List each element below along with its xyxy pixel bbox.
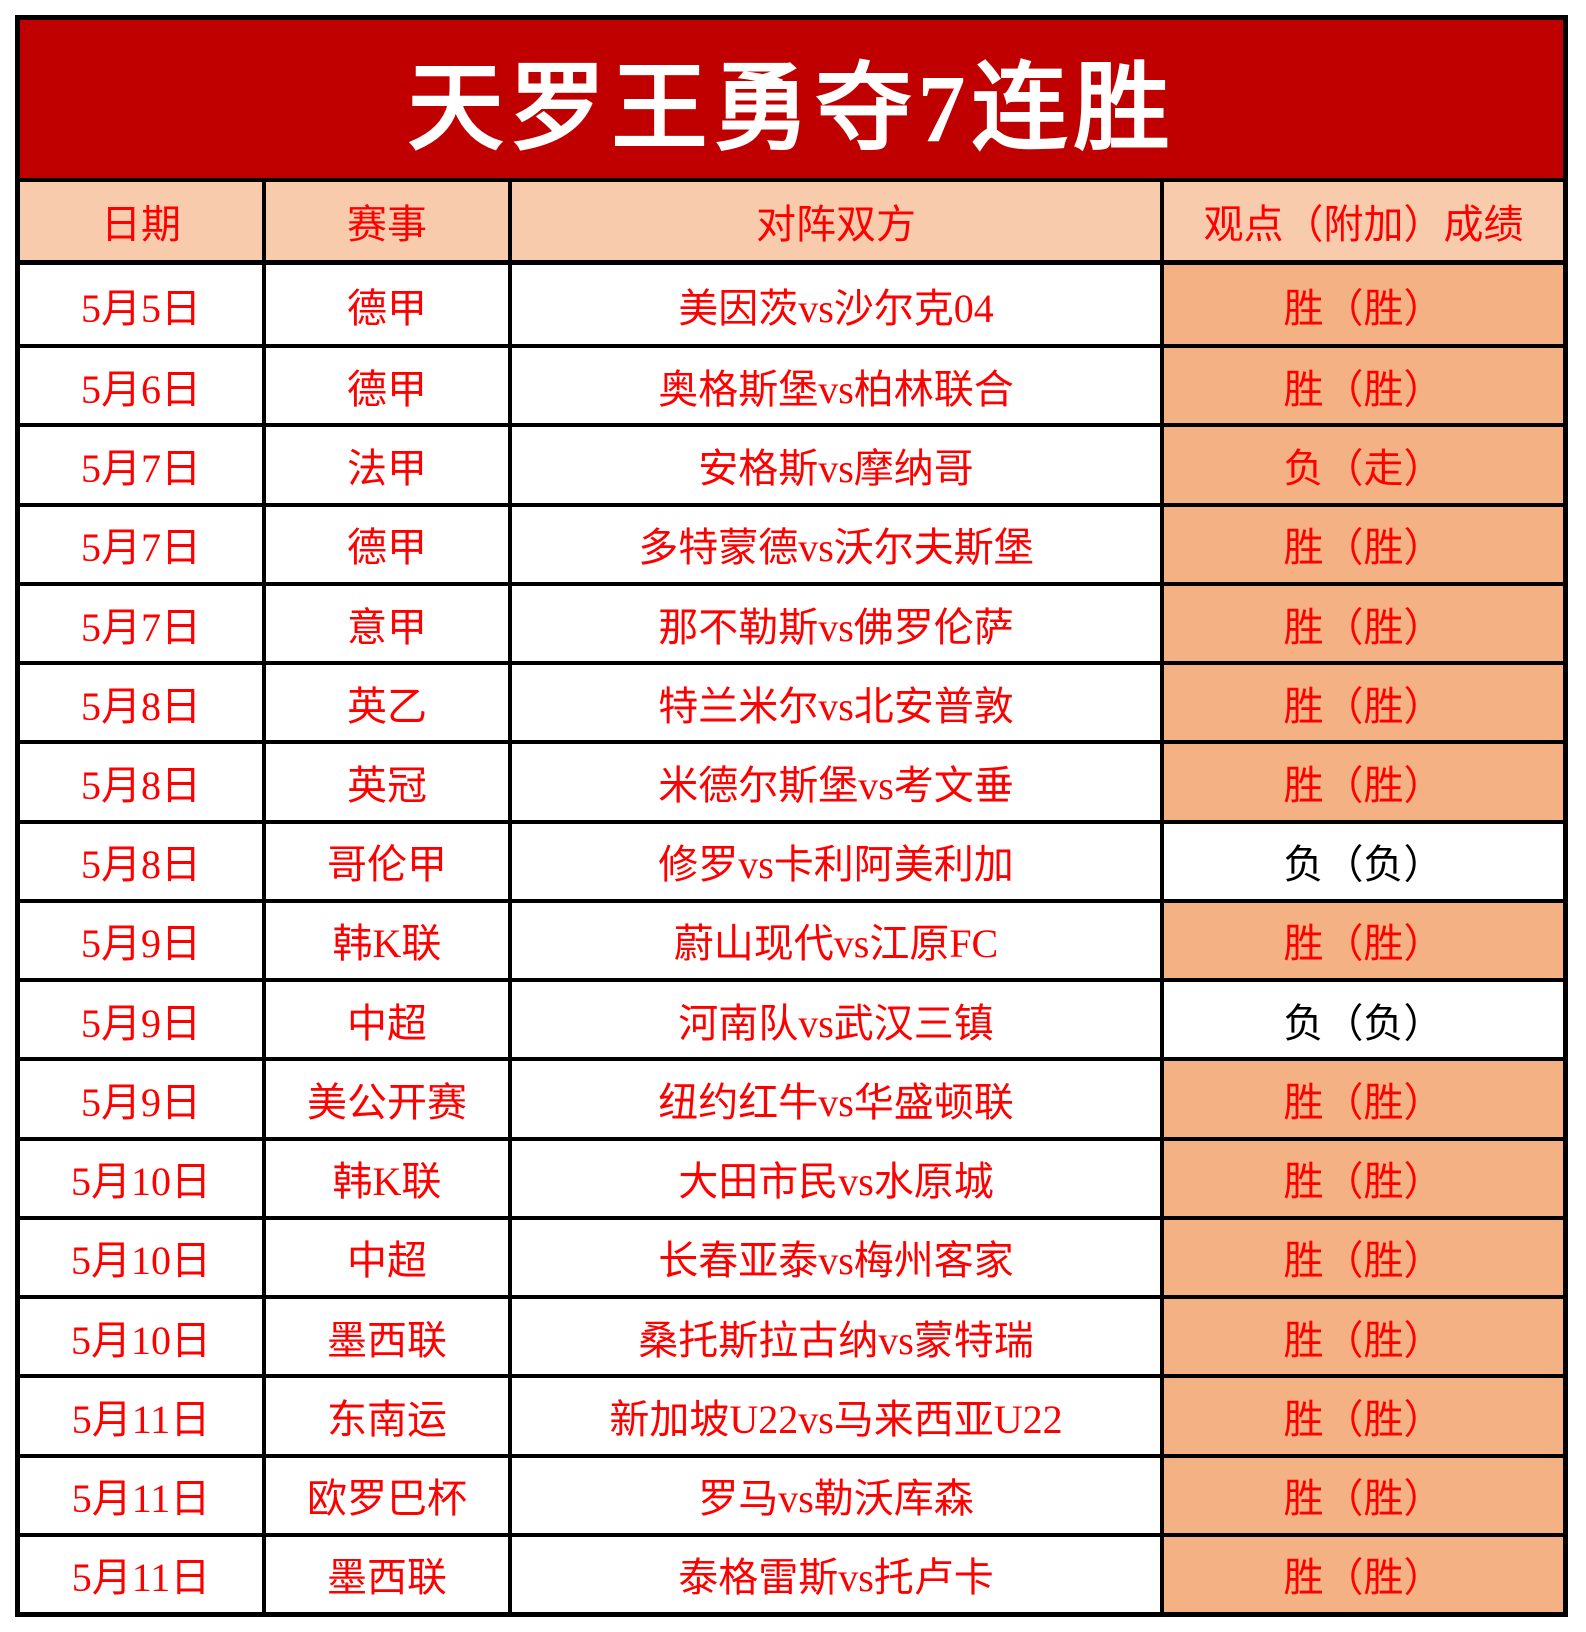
table-row: 5月6日 德甲 奥格斯堡vs柏林联合 胜（胜） <box>20 344 1563 424</box>
date-cell: 5月11日 <box>20 1457 262 1533</box>
table-row: 5月8日 哥伦甲 修罗vs卡利阿美利加 负（负） <box>20 819 1563 899</box>
date-cell: 5月7日 <box>20 506 262 582</box>
league-cell: 东南运 <box>262 1378 508 1454</box>
matchup-cell: 米德尔斯堡vs考文垂 <box>508 744 1160 820</box>
page-title: 天罗王勇夺7连胜 <box>20 20 1563 178</box>
table-row: 5月10日 墨西联 桑托斯拉古纳vs蒙特瑞 胜（胜） <box>20 1295 1563 1375</box>
date-cell: 5月11日 <box>20 1378 262 1454</box>
column-header-result: 观点（附加）成绩 <box>1160 182 1563 260</box>
league-cell: 美公开赛 <box>262 1061 508 1137</box>
date-cell: 5月8日 <box>20 823 262 899</box>
table-row: 5月8日 英乙 特兰米尔vs北安普敦 胜（胜） <box>20 661 1563 741</box>
table-row: 5月11日 墨西联 泰格雷斯vs托卢卡 胜（胜） <box>20 1532 1563 1612</box>
date-cell: 5月8日 <box>20 665 262 741</box>
result-cell: 胜（胜） <box>1160 348 1563 424</box>
matchup-cell: 美因茨vs沙尔克04 <box>508 265 1160 345</box>
result-cell: 胜（胜） <box>1160 1378 1563 1454</box>
column-header-date: 日期 <box>101 202 181 247</box>
result-cell: 胜（胜） <box>1160 1536 1563 1612</box>
date-cell: 5月10日 <box>20 1219 262 1296</box>
matchup-cell: 桑托斯拉古纳vs蒙特瑞 <box>508 1299 1160 1375</box>
matchup-cell: 新加坡U22vs马来西亚U22 <box>508 1378 1160 1454</box>
league-cell: 韩K联 <box>262 1140 508 1216</box>
table-row: 5月9日 美公开赛 纽约红牛vs华盛顿联 胜（胜） <box>20 1057 1563 1137</box>
matchup-cell: 泰格雷斯vs托卢卡 <box>508 1536 1160 1612</box>
table-row: 5月9日 韩K联 蔚山现代vs江原FC 胜（胜） <box>20 898 1563 979</box>
matchup-cell: 蔚山现代vs江原FC <box>508 902 1160 979</box>
date-cell: 5月7日 <box>20 427 262 503</box>
league-cell: 韩K联 <box>262 902 508 979</box>
result-cell: 胜（胜） <box>1160 585 1563 662</box>
result-cell: 胜（胜） <box>1160 665 1563 741</box>
matchup-cell: 修罗vs卡利阿美利加 <box>508 823 1160 899</box>
league-cell: 哥伦甲 <box>262 823 508 899</box>
result-cell: 胜（胜） <box>1160 265 1563 345</box>
league-cell: 墨西联 <box>262 1536 508 1612</box>
table-row: 5月10日 韩K联 大田市民vs水原城 胜（胜） <box>20 1136 1563 1216</box>
table-row: 5月7日 德甲 多特蒙德vs沃尔夫斯堡 胜（胜） <box>20 502 1563 582</box>
table-row: 5月11日 欧罗巴杯 罗马vs勒沃库森 胜（胜） <box>20 1453 1563 1533</box>
result-cell: 胜（胜） <box>1160 1457 1563 1533</box>
league-cell: 中超 <box>262 982 508 1058</box>
table-row: 5月9日 中超 河南队vs武汉三镇 负（负） <box>20 978 1563 1058</box>
date-cell: 5月10日 <box>20 1299 262 1375</box>
result-cell: 胜（胜） <box>1160 506 1563 582</box>
league-cell: 法甲 <box>262 427 508 503</box>
result-cell: 胜（胜） <box>1160 902 1563 979</box>
table-row: 5月5日 德甲 美因茨vs沙尔克04 胜（胜） <box>20 265 1563 345</box>
league-cell: 德甲 <box>262 506 508 582</box>
table-row: 5月7日 法甲 安格斯vs摩纳哥 负（走） <box>20 423 1563 503</box>
column-header-league: 赛事 <box>262 182 508 260</box>
league-cell: 意甲 <box>262 585 508 662</box>
matchup-cell: 特兰米尔vs北安普敦 <box>508 665 1160 741</box>
league-cell: 英乙 <box>262 665 508 741</box>
date-cell: 5月11日 <box>20 1536 262 1612</box>
column-header-matchup: 对阵双方 <box>508 182 1160 260</box>
matchup-cell: 罗马vs勒沃库森 <box>508 1457 1160 1533</box>
result-cell: 胜（胜） <box>1160 744 1563 820</box>
results-table: 天罗王勇夺7连胜 日期 赛事 对阵双方 观点（附加）成绩 5月5日 德甲 美因茨vs… <box>15 15 1568 1617</box>
date-cell: 5月5日 <box>20 265 262 345</box>
date-cell: 5月9日 <box>20 1061 262 1137</box>
league-cell: 德甲 <box>262 265 508 345</box>
league-cell: 欧罗巴杯 <box>262 1457 508 1533</box>
table-row: 5月10日 中超 长春亚泰vs梅州客家 胜（胜） <box>20 1215 1563 1296</box>
result-cell: 胜（胜） <box>1160 1299 1563 1375</box>
date-cell: 5月7日 <box>20 585 262 662</box>
league-cell: 墨西联 <box>262 1299 508 1375</box>
date-cell: 5月6日 <box>20 348 262 424</box>
table-body: 5月5日 德甲 美因茨vs沙尔克04 胜（胜） 5月6日 德甲 奥格斯堡vs柏林联合 胜（胜）… <box>20 265 1563 1612</box>
league-cell: 英冠 <box>262 744 508 820</box>
table-header-row: 日期 赛事 对阵双方 观点（附加）成绩 <box>20 178 1563 265</box>
date-cell: 5月9日 <box>20 982 262 1058</box>
league-cell: 中超 <box>262 1219 508 1296</box>
result-cell: 胜（胜） <box>1160 1140 1563 1216</box>
result-cell: 负（负） <box>1160 982 1563 1058</box>
matchup-cell: 长春亚泰vs梅州客家 <box>508 1219 1160 1296</box>
matchup-cell: 纽约红牛vs华盛顿联 <box>508 1061 1160 1137</box>
result-cell: 负（负） <box>1160 823 1563 899</box>
date-cell: 5月8日 <box>20 744 262 820</box>
result-cell: 胜（胜） <box>1160 1219 1563 1296</box>
date-cell: 5月9日 <box>20 902 262 979</box>
result-cell: 负（走） <box>1160 427 1563 503</box>
matchup-cell: 那不勒斯vs佛罗伦萨 <box>508 585 1160 662</box>
date-cell: 5月10日 <box>20 1140 262 1216</box>
matchup-cell: 大田市民vs水原城 <box>508 1140 1160 1216</box>
matchup-cell: 多特蒙德vs沃尔夫斯堡 <box>508 506 1160 582</box>
table-row: 5月11日 东南运 新加坡U22vs马来西亚U22 胜（胜） <box>20 1374 1563 1454</box>
result-cell: 胜（胜） <box>1160 1061 1563 1137</box>
matchup-cell: 奥格斯堡vs柏林联合 <box>508 348 1160 424</box>
league-cell: 德甲 <box>262 348 508 424</box>
table-row: 5月8日 英冠 米德尔斯堡vs考文垂 胜（胜） <box>20 740 1563 820</box>
matchup-cell: 河南队vs武汉三镇 <box>508 982 1160 1058</box>
table-row: 5月7日 意甲 那不勒斯vs佛罗伦萨 胜（胜） <box>20 581 1563 662</box>
matchup-cell: 安格斯vs摩纳哥 <box>508 427 1160 503</box>
